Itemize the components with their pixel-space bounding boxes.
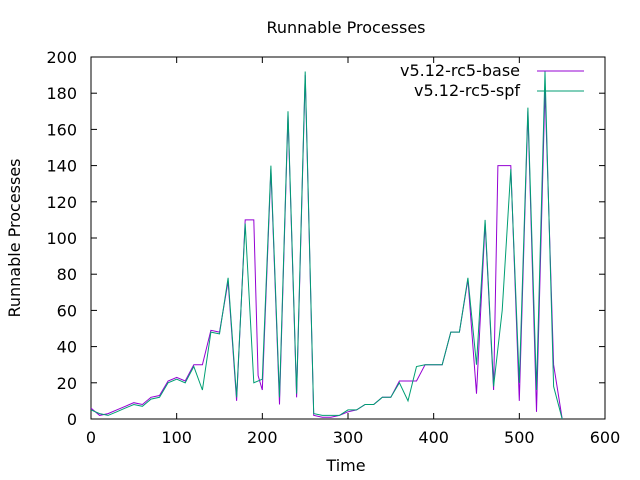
legend-label: v5.12-rc5-spf <box>414 81 520 100</box>
x-tick-label: 600 <box>590 428 621 447</box>
y-tick-label: 40 <box>57 338 77 357</box>
x-tick-label: 500 <box>504 428 535 447</box>
y-tick-label: 0 <box>67 410 77 429</box>
series-line-2 <box>90 71 563 420</box>
y-axis-label: Runnable Processes <box>5 158 24 317</box>
x-tick-label: 100 <box>161 428 192 447</box>
y-tick-label: 20 <box>57 374 77 393</box>
chart-title: Runnable Processes <box>266 18 425 37</box>
x-tick-label: 200 <box>247 428 278 447</box>
y-tick-label: 160 <box>46 120 77 139</box>
y-tick-label: 80 <box>57 265 77 284</box>
x-axis-label: Time <box>325 456 365 475</box>
x-tick-label: 400 <box>418 428 449 447</box>
x-axis-ticks: 0 100 200 300 400 500 600 <box>86 57 620 447</box>
series-line-1 <box>90 75 563 420</box>
y-tick-label: 60 <box>57 301 77 320</box>
x-tick-label: 0 <box>86 428 96 447</box>
series-lines <box>90 71 563 420</box>
y-tick-label: 120 <box>46 193 77 212</box>
y-tick-label: 140 <box>46 157 77 176</box>
y-tick-label: 200 <box>46 48 77 67</box>
y-tick-label: 180 <box>46 84 77 103</box>
y-tick-label: 100 <box>46 229 77 248</box>
legend-label: v5.12-rc5-base <box>400 61 520 80</box>
x-tick-label: 300 <box>333 428 364 447</box>
y-axis-ticks: 0 20 40 60 80 100 120 140 160 180 200 <box>46 48 605 429</box>
